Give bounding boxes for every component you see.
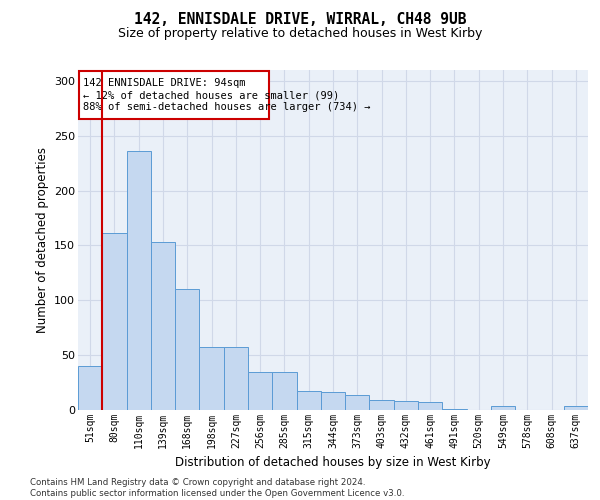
Y-axis label: Number of detached properties: Number of detached properties <box>35 147 49 333</box>
Text: Size of property relative to detached houses in West Kirby: Size of property relative to detached ho… <box>118 28 482 40</box>
Bar <box>224 348 248 410</box>
Bar <box>394 401 418 410</box>
Text: 142, ENNISDALE DRIVE, WIRRAL, CH48 9UB: 142, ENNISDALE DRIVE, WIRRAL, CH48 9UB <box>134 12 466 28</box>
Bar <box>564 406 588 410</box>
Text: Contains HM Land Registry data © Crown copyright and database right 2024.
Contai: Contains HM Land Registry data © Crown c… <box>30 478 404 498</box>
Bar <box>272 372 296 410</box>
Bar <box>248 372 272 410</box>
Bar <box>78 366 102 410</box>
Bar <box>442 409 467 410</box>
Text: 142 ENNISDALE DRIVE: 94sqm: 142 ENNISDALE DRIVE: 94sqm <box>83 78 245 88</box>
Text: ← 12% of detached houses are smaller (99): ← 12% of detached houses are smaller (99… <box>83 90 339 100</box>
Bar <box>370 400 394 410</box>
X-axis label: Distribution of detached houses by size in West Kirby: Distribution of detached houses by size … <box>175 456 491 469</box>
Bar <box>175 290 199 410</box>
Bar <box>102 234 127 410</box>
Bar <box>199 348 224 410</box>
Bar <box>151 242 175 410</box>
Text: 88% of semi-detached houses are larger (734) →: 88% of semi-detached houses are larger (… <box>83 102 370 113</box>
Bar <box>491 406 515 410</box>
FancyBboxPatch shape <box>79 71 269 120</box>
Bar <box>296 392 321 410</box>
Bar <box>345 394 370 410</box>
Bar <box>418 402 442 410</box>
Bar <box>321 392 345 410</box>
Bar <box>127 151 151 410</box>
